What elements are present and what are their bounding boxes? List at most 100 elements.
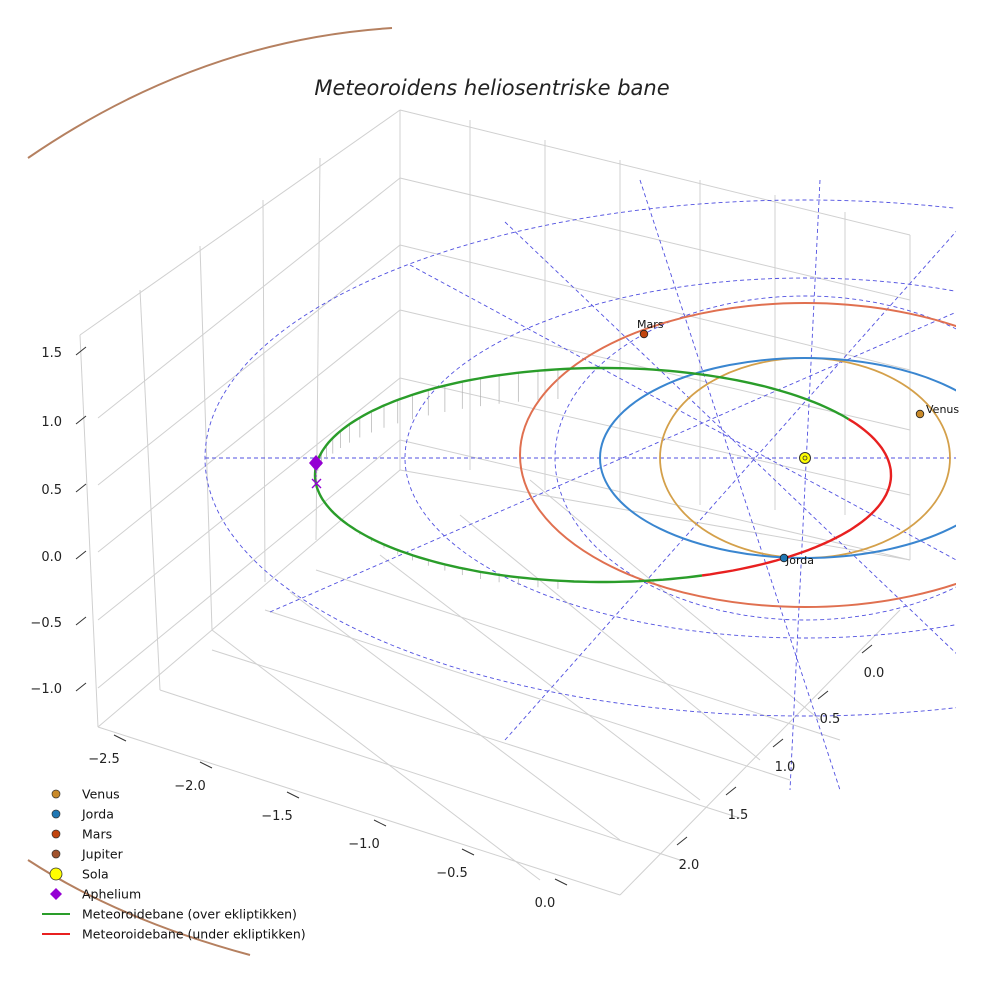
y-tick-label: 1.0 [775, 760, 796, 775]
grid-line [289, 591, 621, 841]
ecliptic-spoke [504, 221, 956, 654]
mars-label: Mars [637, 318, 664, 331]
y-tick-mark [725, 786, 737, 796]
venus-label: Venus [926, 403, 959, 416]
grid-line [97, 244, 401, 486]
meteoroid-orbit [313, 366, 893, 589]
grid-line [399, 377, 911, 496]
z-tick-label: 1.0 [41, 415, 62, 430]
venus-marker [915, 409, 925, 419]
grid-line [97, 177, 401, 419]
z-tick-label: −0.5 [30, 616, 62, 631]
x-tick-label: −0.5 [436, 866, 468, 881]
grid-line [159, 689, 681, 861]
x-tick-label: −2.5 [88, 752, 120, 767]
z-tick-label: 0.0 [41, 550, 62, 565]
grid-line [399, 109, 911, 236]
legend-marker [49, 867, 63, 881]
chart-title: Meteoroidens heliosentriske bane [314, 76, 669, 100]
legend-item: Jupiter [51, 847, 124, 862]
legend-item: Meteoroidebane (under ekliptikken) [42, 927, 306, 942]
legend-label: Aphelium [82, 887, 141, 902]
grid-line [97, 726, 621, 896]
legend: Venus Jorda Mars Jupiter Sola Aphelium Meteoro… [42, 787, 306, 942]
grid-line [459, 514, 761, 761]
legend-label: Sola [82, 867, 109, 882]
grid-line [139, 289, 161, 691]
legend-item: Venus [51, 787, 120, 802]
x-tick-label: −1.0 [348, 837, 380, 852]
legend-label: Jorda [81, 807, 114, 822]
grid-line [619, 609, 901, 896]
grid-line [399, 439, 911, 561]
jorda-label: Jorda [785, 554, 814, 567]
grid-line [79, 109, 401, 336]
ecliptic-spoke [639, 179, 841, 791]
x-tick-label: 0.0 [535, 896, 556, 911]
x-tick-mark [286, 791, 300, 799]
grid-line [199, 245, 213, 631]
legend-item: Sola [49, 867, 109, 882]
sola-marker [799, 452, 811, 464]
grid-line [399, 177, 911, 301]
jorda-orbit [599, 357, 956, 559]
ecliptic-spoke [269, 311, 956, 613]
z-tick-mark [75, 483, 87, 493]
legend-label: Jupiter [81, 847, 124, 862]
legend-marker [51, 789, 61, 799]
legend-item: Mars [51, 827, 112, 842]
legend-marker [51, 809, 61, 819]
legend-item: Meteoroidebane (over ekliptikken) [42, 907, 297, 922]
grid-line [97, 309, 401, 553]
legend-label: Meteoroidebane (under ekliptikken) [82, 927, 306, 942]
grid-line [379, 554, 701, 801]
y-tick-mark [772, 738, 784, 748]
z-tick-mark [75, 346, 87, 356]
legend-item: Aphelium [50, 887, 141, 902]
x-tick-mark [373, 819, 387, 827]
x-tick-mark [461, 848, 475, 856]
y-tick-mark [676, 836, 688, 846]
axis-ticks: −2.5 −2.0 −1.5 −1.0 −0.5 0.0 0.0 0.5 1.0 1.5 2.0 1.… [30, 346, 884, 911]
grid-line [97, 439, 401, 689]
legend-label: Meteoroidebane (over ekliptikken) [82, 907, 297, 922]
ecliptic-spoke [504, 230, 956, 741]
jupiter-orbit-upper [27, 27, 393, 159]
grid-line [315, 569, 841, 741]
legend-item: Jorda [51, 807, 114, 822]
axes-grid [79, 109, 911, 896]
y-tick-label: 1.5 [728, 808, 749, 823]
grid-line [211, 649, 741, 819]
z-tick-mark [75, 550, 87, 560]
ecliptic-ring [404, 277, 956, 639]
grid-line [79, 334, 99, 728]
z-tick-mark [75, 682, 87, 692]
markers: Mars Venus Jorda [309, 318, 959, 567]
y-tick-mark [861, 644, 873, 654]
z-tick-label: 1.5 [41, 346, 62, 361]
legend-marker [51, 849, 61, 859]
z-tick-label: −1.0 [30, 682, 62, 697]
y-tick-label: 2.0 [679, 858, 700, 873]
x-tick-label: −2.0 [174, 779, 206, 794]
legend-label: Venus [82, 787, 120, 802]
x-tick-mark [554, 878, 568, 886]
projection-lines [314, 369, 559, 589]
grid-line [315, 157, 321, 541]
grid-line [264, 609, 791, 781]
grid-line [529, 479, 821, 721]
x-tick-mark [199, 761, 213, 769]
z-tick-mark [75, 415, 87, 425]
z-tick-mark [75, 616, 87, 626]
legend-label: Mars [82, 827, 112, 842]
grid-line [97, 469, 401, 728]
mars-orbit [519, 302, 956, 608]
grid-line [399, 244, 911, 371]
aphelium-projection-marker [311, 478, 322, 489]
planet-orbits [27, 27, 956, 956]
ecliptic-spoke [409, 264, 956, 561]
jorda-marker [779, 553, 789, 563]
meteoroid-orbit-below-ecliptic [701, 418, 893, 577]
y-tick-label: 0.0 [864, 666, 885, 681]
